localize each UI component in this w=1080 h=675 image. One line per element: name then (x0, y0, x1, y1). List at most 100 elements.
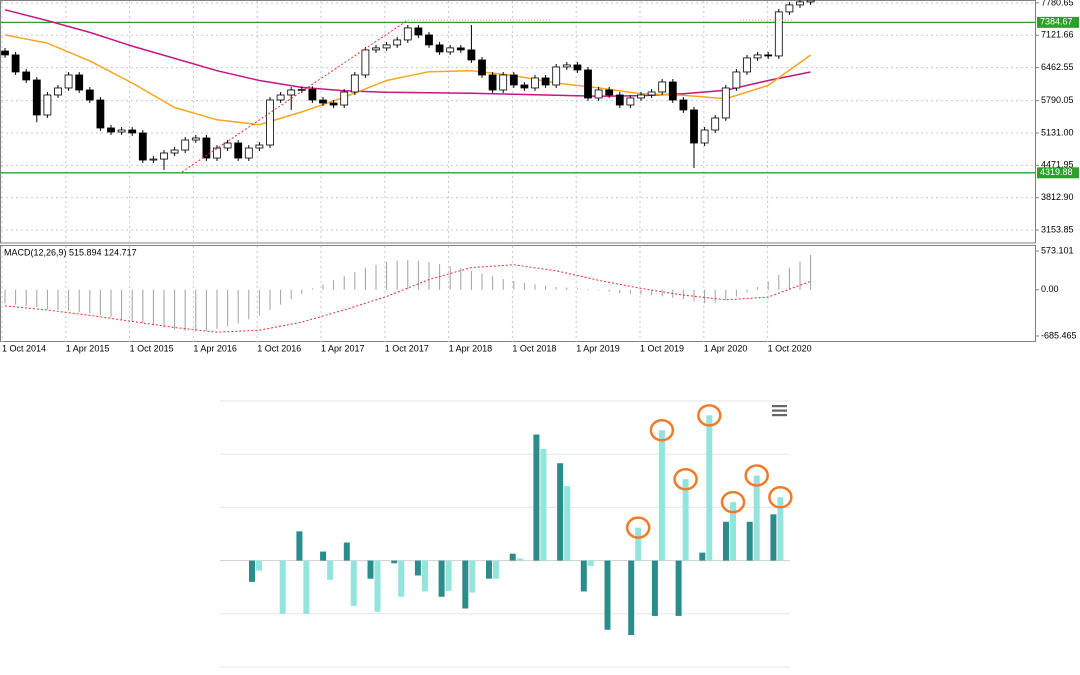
bar (587, 560, 594, 566)
candle-body (117, 129, 126, 133)
candle-body (467, 49, 476, 61)
candle-body (64, 74, 73, 89)
menu-bar (772, 409, 787, 412)
bar (414, 560, 421, 576)
price-panel (0, 0, 1036, 244)
highlight-circle (768, 486, 793, 509)
candle-body (658, 81, 667, 93)
candle-body (690, 109, 698, 144)
x-tick-label: 1 Apr 2018 (449, 343, 493, 353)
candle-body (414, 27, 423, 36)
bar (279, 560, 286, 614)
candle-body (605, 89, 614, 96)
candle-body (319, 99, 327, 104)
bar (398, 560, 405, 597)
bar (350, 560, 357, 606)
bar (730, 502, 736, 561)
highlight-circle (697, 404, 722, 427)
candle-body (1, 50, 9, 56)
bar (327, 560, 334, 580)
y-tick-label: 573.101 (1041, 245, 1074, 255)
bar (723, 521, 729, 561)
candle-body (806, 0, 815, 3)
candle-body (75, 74, 84, 91)
candle-body (22, 71, 31, 81)
y-tick-label: 7121.66 (1041, 30, 1074, 40)
x-tick-label: 1 Oct 2020 (768, 343, 812, 353)
y-tick-label: 3153.85 (1041, 224, 1074, 234)
y-tick-label: 7780.65 (1041, 0, 1074, 7)
highlight-circle (673, 467, 698, 491)
candle-body (425, 34, 433, 46)
candle-body (594, 89, 603, 99)
indicator-panel (0, 245, 1036, 342)
bar (421, 560, 428, 592)
bar (516, 558, 523, 561)
bar (564, 486, 571, 561)
candle-body (297, 88, 306, 91)
candle-body (128, 129, 137, 134)
candle-body (796, 1, 804, 6)
y-tick-label: 6462.55 (1041, 62, 1074, 72)
bar (249, 560, 255, 582)
x-tick-label: 1 Oct 2016 (257, 343, 301, 353)
candle-body (32, 79, 41, 116)
level-tag (1037, 167, 1079, 179)
y-tick-label: 4471.95 (1041, 160, 1074, 170)
candle-body (721, 87, 730, 119)
bar (777, 497, 784, 561)
y-tick-label: 3812.90 (1041, 192, 1074, 202)
candle-body (552, 66, 561, 86)
candle-body (743, 57, 751, 73)
candle-body (446, 47, 455, 53)
candle-body (361, 49, 370, 76)
bar (320, 551, 327, 561)
candle-body (764, 54, 773, 57)
candle-body (340, 91, 349, 106)
bar (770, 514, 777, 561)
candle-body (276, 94, 285, 101)
bar (675, 560, 682, 616)
level-label: 4319.88 (1040, 167, 1073, 177)
x-tick-label: 1 Oct 2018 (512, 343, 556, 353)
x-tick-label: 1 Apr 2015 (66, 343, 110, 353)
candle-body (287, 89, 296, 96)
level-label: 7384.67 (1040, 17, 1073, 27)
bar (604, 560, 611, 630)
candle-body (54, 87, 62, 96)
candle-body (149, 158, 158, 161)
candle-body (637, 94, 645, 99)
candle-body (308, 88, 317, 101)
candle-body (732, 71, 741, 89)
candle-body (562, 64, 571, 68)
bar (540, 448, 547, 561)
x-tick-label: 1 Apr 2016 (193, 343, 237, 353)
x-tick-label: 1 Oct 2015 (130, 343, 174, 353)
bar (509, 553, 516, 561)
bar (303, 560, 310, 614)
candle-body (234, 142, 243, 159)
bar (682, 479, 689, 561)
candle-body (96, 99, 105, 129)
candle-body (191, 137, 200, 141)
candle-body (403, 27, 412, 41)
candle-body (266, 99, 274, 146)
bar (469, 560, 476, 593)
bar (635, 527, 642, 561)
candle-body (520, 84, 529, 89)
candle-body (85, 89, 94, 101)
candle-body (647, 91, 656, 96)
bar (367, 560, 374, 579)
bar (256, 560, 262, 571)
x-tick-label: 1 Apr 2017 (321, 343, 365, 353)
candle-body (435, 44, 444, 53)
x-tick-label: 1 Oct 2019 (640, 343, 684, 353)
candle-body (584, 69, 592, 99)
candle-body (350, 74, 359, 93)
candle-body (531, 77, 539, 89)
y-tick-label: 5790.05 (1041, 95, 1074, 105)
candle-body (668, 81, 677, 101)
menu-icon[interactable] (772, 405, 787, 417)
